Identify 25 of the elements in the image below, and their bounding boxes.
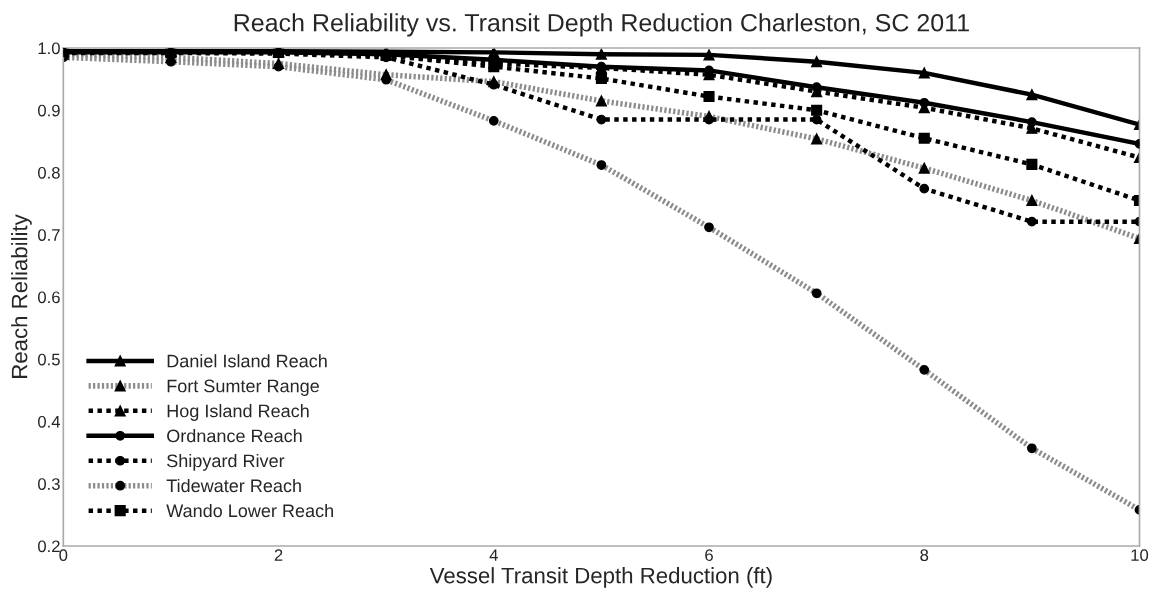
legend-label: Hog Island Reach [167,404,309,421]
y-tick-label: 0.3 [38,478,60,490]
legend-label: Shipyard River [167,453,285,471]
y-tick-label: 0.8 [38,166,60,179]
y-tick-label: 0.4 [38,415,61,428]
y-tick-label: 0.9 [38,104,60,117]
legend-label: Tidewater Reach [166,478,301,493]
legend-label: Wando Lower Reach [166,503,333,518]
legend-label: Ordnance Reach [167,429,302,443]
y-tick-label: 0.5 [38,353,60,366]
x-tick-label: 6 [705,549,713,562]
x-tick-label: 8 [920,549,929,562]
y-tick-label: 0.2 [38,540,60,553]
x-tick-label: 0 [59,549,68,562]
y-axis-title: Reach Reliability [11,214,32,378]
x-tick-label: 10 [1131,549,1149,562]
x-tick-label: 4 [489,549,498,561]
chart-title: Reach Reliability vs. Transit Depth Reduction Charleston, SC 2011 [234,13,969,37]
legend-label: Daniel Island Reach [167,354,327,368]
x-axis-title: Vessel Transit Depth Reduction (ft) [429,567,772,588]
y-tick-label: 0.7 [38,229,60,241]
legend-label: Fort Sumter Range [167,379,319,396]
y-tick-label: 1.0 [38,42,60,55]
x-tick-label: 2 [274,549,283,561]
y-tick-label: 0.6 [38,291,60,304]
